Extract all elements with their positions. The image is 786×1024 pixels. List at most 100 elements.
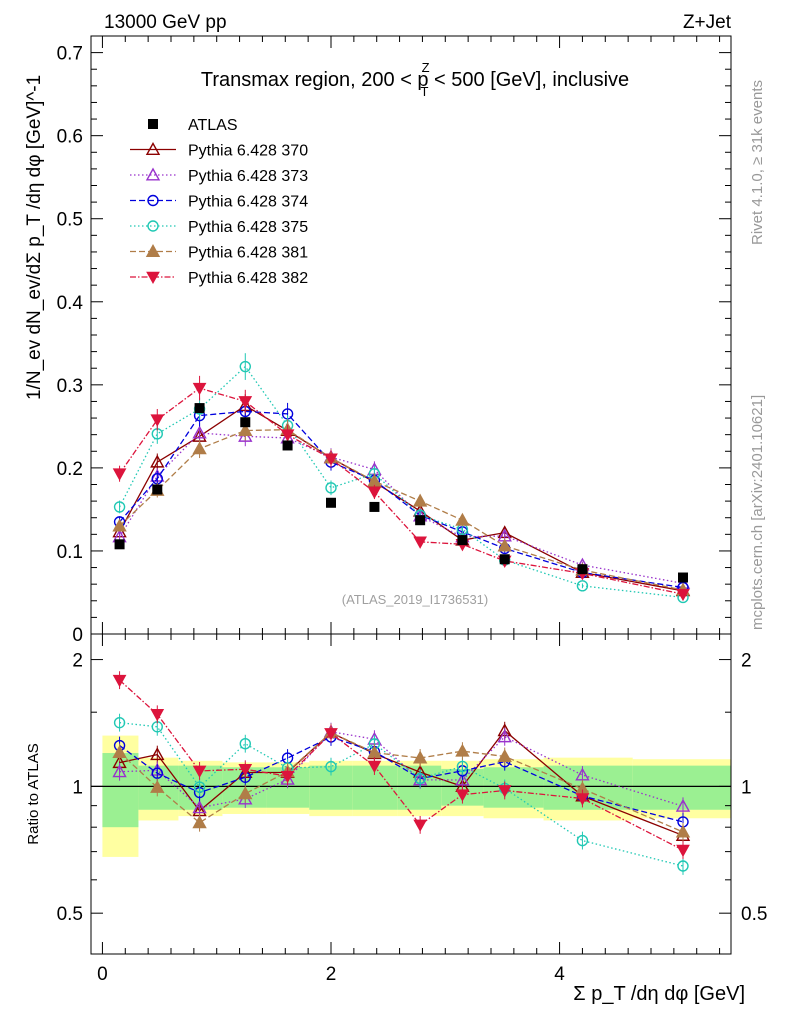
ratio-point [455, 789, 470, 802]
analysis-watermark: (ATLAS_2019_I1736531) [342, 592, 488, 607]
series-point [413, 536, 427, 549]
y-axis-label-main: 1/N_ev dN_ev/dΣ p_T /dη dφ [GeV]^-1 [24, 75, 45, 400]
series-point [192, 382, 207, 396]
series-point [192, 425, 207, 439]
data-point [415, 515, 426, 526]
ratio-point [113, 716, 126, 729]
legend-marker [145, 167, 161, 181]
y-axis-label-text: 1/N_ev dN_ev/dΣ p_T /dη dφ [GeV]^-1 [24, 75, 45, 400]
legend-marker [146, 271, 160, 285]
series-point [238, 423, 253, 437]
legend: ATLAS Pythia 6.428 370 Pythia 6.428 373 Pyt… [130, 117, 308, 287]
ratio-point [576, 834, 589, 847]
series-point [192, 441, 207, 455]
main-plot-frame [90, 35, 732, 635]
y-tick-label: 0.4 [57, 293, 84, 314]
ratio-point [112, 764, 127, 778]
legend-marker [145, 142, 161, 156]
ratio-point [150, 779, 165, 793]
series-point [676, 588, 690, 602]
ratio-point [675, 798, 691, 812]
ratio-point [677, 860, 689, 872]
ratio-y-tick-label-right: 0.5 [741, 904, 767, 925]
series-point [112, 518, 127, 532]
ratio-point [497, 748, 512, 762]
series-point [280, 429, 295, 442]
legend-label: ATLAS [188, 117, 238, 134]
plot-title: Transmax region, 200 < pZ T < 500 [GeV], … [201, 60, 629, 99]
data-point [326, 497, 336, 508]
series-line [118, 365, 684, 599]
y-tick-label: 0.1 [57, 542, 83, 563]
ratio-point [414, 772, 426, 785]
ratio-band-inner [102, 753, 139, 828]
x-axis-label: Σ p_T /dη dφ [GeV] [573, 983, 745, 1005]
y-tick-label: 0.2 [57, 459, 83, 480]
ratio-series-line [119, 722, 684, 867]
ratio-point [238, 786, 253, 800]
y-tick-label: 0 [72, 625, 83, 646]
x-tick-label: 2 [326, 964, 337, 985]
ratio-point [675, 824, 691, 838]
ratio-point [455, 743, 470, 757]
data-point [499, 554, 510, 565]
process-label: Z+Jet [683, 12, 732, 33]
ratio-band-inner [543, 765, 633, 810]
ratio-point [575, 767, 590, 781]
ratio-point [112, 745, 127, 758]
series-point [497, 538, 512, 552]
series-point [325, 482, 337, 494]
ratio-band-inner [352, 765, 398, 810]
data-point [114, 539, 125, 550]
series-point [576, 580, 589, 592]
ratio-y-tick-label: 1 [72, 777, 83, 798]
axis-ticks: 0 0.1 0.2 0.3 0.4 0.5 0.6 0.7 0 2 4 0.5 0.5 1 1 2 2 [57, 36, 767, 985]
y-tick-label: 0.6 [57, 127, 83, 148]
ratio-point [238, 763, 253, 777]
ratio-series-line [119, 679, 684, 851]
ratio-point [676, 844, 690, 858]
y-tick-label: 0.5 [57, 210, 83, 231]
ratio-series-line [119, 736, 684, 823]
ratio-point [456, 760, 469, 773]
ratio-point [280, 770, 295, 784]
data-point [369, 501, 380, 512]
legend-marker [145, 244, 161, 257]
ratio-y-tick-label: 0.5 [57, 904, 83, 925]
ratio-point [239, 737, 251, 750]
ratio-series-line [119, 731, 684, 809]
ratio-point [192, 765, 207, 778]
y-tick-label: 0.7 [57, 44, 83, 65]
legend-label: Pythia 6.428 370 [188, 143, 308, 160]
rivet-label: Rivet 4.1.0, ≥ 31k events [749, 80, 766, 245]
legend-label: Pythia 6.428 382 [188, 270, 308, 287]
series-line [119, 432, 684, 584]
data-point [678, 572, 688, 583]
ratio-series-line [119, 731, 684, 833]
data-point [282, 440, 293, 451]
data-point [240, 417, 251, 428]
ratio-point [412, 750, 428, 764]
main-plot-series [112, 353, 691, 604]
legend-marker [148, 119, 158, 129]
ratio-point [112, 674, 127, 688]
ratio-point [497, 785, 512, 798]
data-point [457, 535, 468, 546]
ratio-point [497, 729, 512, 743]
ratio-y-tick-label: 2 [72, 651, 83, 672]
ratio-point [367, 760, 382, 774]
series-point [113, 501, 126, 513]
legend-label: Pythia 6.428 381 [188, 245, 308, 262]
y-tick-label: 0.3 [57, 376, 83, 397]
x-tick-label: 0 [97, 964, 108, 985]
series-point [150, 454, 165, 468]
ratio-point [324, 728, 338, 741]
energy-label: 13000 GeV pp [104, 12, 227, 33]
ratio-point [413, 819, 427, 832]
series-point [324, 453, 338, 466]
legend-marker [147, 194, 159, 207]
ratio-point [192, 815, 207, 829]
ratio-point [151, 767, 163, 779]
series-point [112, 468, 127, 481]
